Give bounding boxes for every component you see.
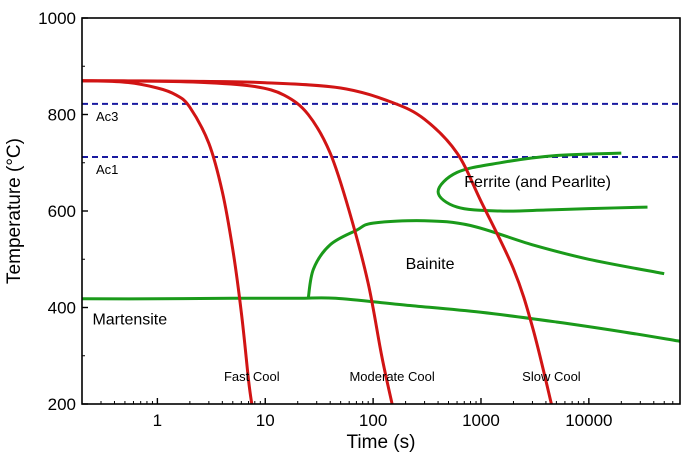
cooling-curves (81, 79, 553, 405)
y-tick-label: 600 (48, 202, 76, 221)
region-label: Ferrite (and Pearlite) (464, 174, 611, 191)
y-tick-label: 1000 (38, 9, 76, 28)
x-tick-label: 10000 (565, 411, 612, 430)
reference-label-ac1: Ac1 (96, 162, 118, 177)
cooling-curve-label: Moderate Cool (349, 369, 434, 384)
region-label: Bainite (406, 256, 455, 273)
cooling-curve-1 (81, 79, 254, 405)
x-tick-label: 100 (359, 411, 387, 430)
phase-boundaries (81, 151, 681, 343)
cooling-curve-label: Fast Cool (224, 369, 280, 384)
x-tick-label: 1 (153, 411, 162, 430)
ferrite-nose-line (436, 151, 648, 213)
x-tick-label: 1000 (462, 411, 500, 430)
x-tick-label: 10 (256, 411, 275, 430)
reference-lines (82, 102, 680, 158)
bainite-nose-line (306, 219, 665, 300)
martensite-start-line (81, 296, 681, 343)
region-label: Martensite (92, 311, 167, 328)
y-axis-title: Temperature (°C) (4, 138, 25, 284)
cooling-curve-3 (81, 79, 553, 405)
cooling-curve-2 (81, 79, 394, 405)
cooling-curve-label: Slow Cool (522, 369, 581, 384)
y-tick-label: 200 (48, 395, 76, 414)
y-tick-label: 400 (48, 299, 76, 318)
y-tick-label: 800 (48, 106, 76, 125)
reference-label-ac3: Ac3 (96, 109, 118, 124)
axis-ticks: 1 10 100 1000 10000 200 400 600 800 1000 (38, 9, 674, 430)
x-axis-title: Time (s) (347, 432, 416, 453)
labels: Ac3 Ac1 Fast Cool Moderate Cool Slow Cool Fer… (92, 109, 611, 384)
